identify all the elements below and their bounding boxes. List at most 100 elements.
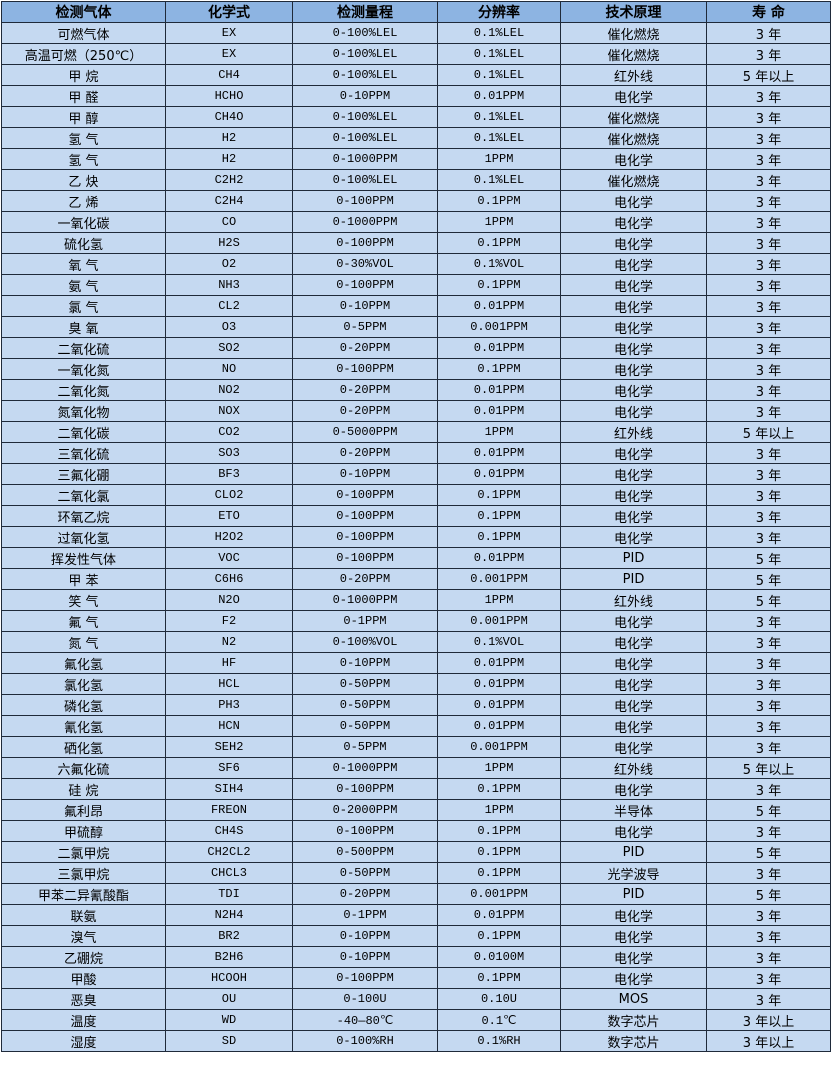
cell-gas: 环氧乙烷 <box>1 505 166 527</box>
cell-lifespan: 3 年 <box>706 463 831 485</box>
cell-formula: H2 <box>165 148 293 170</box>
cell-formula: CL2 <box>165 295 293 317</box>
cell-principle: 红外线 <box>560 421 707 443</box>
cell-resolution: 0.01PPM <box>437 547 561 569</box>
cell-gas: 氯化氢 <box>1 673 166 695</box>
cell-resolution: 0.1%VOL <box>437 631 561 653</box>
cell-gas: 一氧化碳 <box>1 211 166 233</box>
cell-resolution: 0.001PPM <box>437 610 561 632</box>
table-row: 甲酸 HCOOH 0-100PPM 0.1PPM 电化学 3 年 <box>1 967 831 989</box>
cell-lifespan: 3 年 <box>706 442 831 464</box>
cell-gas: 三氯甲烷 <box>1 862 166 884</box>
cell-lifespan: 3 年 <box>706 652 831 674</box>
table-row: 过氧化氢 H2O2 0-100PPM 0.1PPM 电化学 3 年 <box>1 526 831 548</box>
cell-resolution: 0.1%LEL <box>437 43 561 65</box>
table-row: 二氧化氯 CLO2 0-100PPM 0.1PPM 电化学 3 年 <box>1 484 831 506</box>
cell-range: 0-1PPM <box>292 610 438 632</box>
cell-range: 0-500PPM <box>292 841 438 863</box>
cell-formula: N2 <box>165 631 293 653</box>
cell-gas: 三氧化硫 <box>1 442 166 464</box>
cell-gas: 高温可燃（250℃） <box>1 43 166 65</box>
cell-gas: 三氟化硼 <box>1 463 166 485</box>
cell-principle: 电化学 <box>560 967 707 989</box>
cell-range: 0-10PPM <box>292 946 438 968</box>
cell-resolution: 0.1PPM <box>437 484 561 506</box>
cell-resolution: 0.01PPM <box>437 673 561 695</box>
cell-gas: 硒化氢 <box>1 736 166 758</box>
cell-range: 0-100%LEL <box>292 127 438 149</box>
cell-range: 0-10PPM <box>292 295 438 317</box>
cell-range: 0-30%VOL <box>292 253 438 275</box>
cell-lifespan: 3 年 <box>706 127 831 149</box>
cell-formula: EX <box>165 22 293 44</box>
cell-resolution: 0.01PPM <box>437 715 561 737</box>
cell-lifespan: 3 年 <box>706 505 831 527</box>
gas-detector-spec-table: 检测气体 化学式 检测量程 分辨率 技术原理 寿 命 可燃气体 EX 0-100%L… <box>1 1 831 1052</box>
cell-range: 0-10PPM <box>292 925 438 947</box>
cell-lifespan: 5 年 <box>706 568 831 590</box>
cell-resolution: 0.001PPM <box>437 736 561 758</box>
table-row: 氮氧化物 NOX 0-20PPM 0.01PPM 电化学 3 年 <box>1 400 831 422</box>
cell-lifespan: 3 年 <box>706 925 831 947</box>
cell-gas: 氮 气 <box>1 631 166 653</box>
cell-resolution: 0.1PPM <box>437 232 561 254</box>
cell-principle: 电化学 <box>560 904 707 926</box>
cell-range: 0-100%LEL <box>292 106 438 128</box>
table-row: 高温可燃（250℃） EX 0-100%LEL 0.1%LEL 催化燃烧 3 年 <box>1 43 831 65</box>
cell-range: 0-100PPM <box>292 232 438 254</box>
cell-range: 0-100%LEL <box>292 169 438 191</box>
cell-principle: MOS <box>560 988 707 1010</box>
cell-range: 0-10PPM <box>292 652 438 674</box>
table-row: 氯 气 CL2 0-10PPM 0.01PPM 电化学 3 年 <box>1 295 831 317</box>
cell-resolution: 1PPM <box>437 211 561 233</box>
cell-principle: 电化学 <box>560 442 707 464</box>
cell-lifespan: 5 年以上 <box>706 757 831 779</box>
cell-principle: 电化学 <box>560 820 707 842</box>
cell-formula: SO3 <box>165 442 293 464</box>
cell-gas: 六氟化硫 <box>1 757 166 779</box>
cell-range: 0-5000PPM <box>292 421 438 443</box>
cell-lifespan: 3 年以上 <box>706 1030 831 1052</box>
cell-gas: 二氧化碳 <box>1 421 166 443</box>
cell-formula: SEH2 <box>165 736 293 758</box>
cell-resolution: 0.1PPM <box>437 358 561 380</box>
cell-resolution: 0.01PPM <box>437 337 561 359</box>
cell-resolution: 0.01PPM <box>437 295 561 317</box>
cell-resolution: 0.01PPM <box>437 652 561 674</box>
cell-range: 0-100PPM <box>292 505 438 527</box>
table-row: 一氧化氮 NO 0-100PPM 0.1PPM 电化学 3 年 <box>1 358 831 380</box>
cell-principle: 电化学 <box>560 211 707 233</box>
cell-lifespan: 3 年 <box>706 862 831 884</box>
cell-formula: O2 <box>165 253 293 275</box>
cell-lifespan: 3 年 <box>706 106 831 128</box>
cell-gas: 磷化氢 <box>1 694 166 716</box>
cell-gas: 挥发性气体 <box>1 547 166 569</box>
cell-principle: 电化学 <box>560 253 707 275</box>
cell-gas: 二氧化氯 <box>1 484 166 506</box>
cell-resolution: 0.01PPM <box>437 400 561 422</box>
cell-range: 0-1PPM <box>292 904 438 926</box>
cell-range: 0-5PPM <box>292 736 438 758</box>
header-gas: 检测气体 <box>1 1 166 23</box>
cell-gas: 甲硫醇 <box>1 820 166 842</box>
cell-resolution: 0.1PPM <box>437 505 561 527</box>
cell-lifespan: 3 年 <box>706 694 831 716</box>
cell-gas: 一氧化氮 <box>1 358 166 380</box>
cell-principle: 电化学 <box>560 505 707 527</box>
table-row: 甲 烷 CH4 0-100%LEL 0.1%LEL 红外线 5 年以上 <box>1 64 831 86</box>
header-row: 检测气体 化学式 检测量程 分辨率 技术原理 寿 命 <box>1 1 831 23</box>
cell-principle: 催化燃烧 <box>560 169 707 191</box>
table-row: 湿度 SD 0-100%RH 0.1%RH 数字芯片 3 年以上 <box>1 1030 831 1052</box>
cell-gas: 过氧化氢 <box>1 526 166 548</box>
cell-principle: 催化燃烧 <box>560 43 707 65</box>
cell-lifespan: 3 年 <box>706 253 831 275</box>
cell-lifespan: 3 年 <box>706 358 831 380</box>
cell-range: 0-100%LEL <box>292 64 438 86</box>
cell-resolution: 0.001PPM <box>437 568 561 590</box>
cell-lifespan: 3 年 <box>706 610 831 632</box>
cell-formula: SD <box>165 1030 293 1052</box>
cell-resolution: 0.1%VOL <box>437 253 561 275</box>
cell-principle: PID <box>560 547 707 569</box>
cell-resolution: 0.001PPM <box>437 883 561 905</box>
table-row: 甲硫醇 CH4S 0-100PPM 0.1PPM 电化学 3 年 <box>1 820 831 842</box>
